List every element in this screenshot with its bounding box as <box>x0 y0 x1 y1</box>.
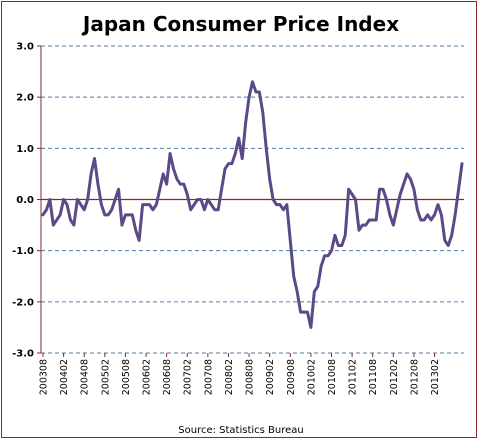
x-tick-label: 200702 <box>183 359 194 395</box>
x-tick-label: 200508 <box>121 359 132 395</box>
x-tick-label: 200802 <box>224 359 235 395</box>
y-axis-ticks: 3.0 2.0 1.0 0.0 -1.0 -2.0 -3.0 <box>12 42 34 360</box>
y-tick-label: -2.0 <box>12 297 34 308</box>
x-tick-label: 200708 <box>203 359 214 395</box>
x-tick-label: 200908 <box>286 359 297 395</box>
y-tick-label: 0.0 <box>16 195 34 206</box>
x-tick-label: 200402 <box>59 359 70 395</box>
x-tick-label: 201108 <box>368 359 379 395</box>
x-tick-label: 201102 <box>348 359 359 395</box>
x-tick-label: 201208 <box>409 359 420 395</box>
x-axis-ticks: 200308 200402 200408 200502 200508 200602 2006… <box>39 359 442 395</box>
cpi-series-line <box>41 80 464 329</box>
y-tick-label: 3.0 <box>16 42 34 53</box>
x-tick-label: 200602 <box>142 359 153 395</box>
x-tick-label: 201002 <box>306 359 317 395</box>
y-tick-label: 1.0 <box>16 144 34 155</box>
x-tick-label: 200808 <box>245 359 256 395</box>
x-tick-label: 201202 <box>389 359 400 395</box>
axes <box>37 45 464 357</box>
chart-title: Japan Consumer Price Index <box>81 12 399 36</box>
source-note: Source: Statistics Bureau <box>178 425 304 436</box>
series-layer <box>41 80 464 329</box>
x-tick-label: 200608 <box>162 359 173 395</box>
x-tick-label: 201302 <box>430 359 441 395</box>
y-tick-label: 2.0 <box>16 93 34 104</box>
x-tick-label: 200308 <box>39 359 50 395</box>
y-tick-label: -3.0 <box>12 349 34 360</box>
x-tick-label: 200902 <box>265 359 276 395</box>
y-tick-label: -1.0 <box>12 246 34 257</box>
x-tick-label: 200502 <box>100 359 111 395</box>
x-tick-label: 201008 <box>327 359 338 395</box>
x-tick-label: 200408 <box>80 359 91 395</box>
